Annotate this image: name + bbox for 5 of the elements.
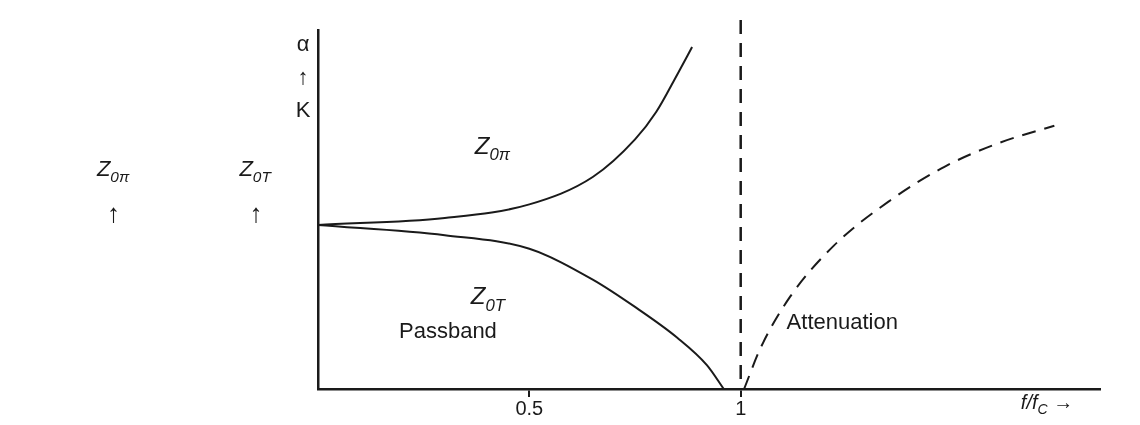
y-axis-title: α ↑ K — [295, 31, 311, 123]
x-tick-label: 0.5 — [515, 396, 544, 419]
x-tick-label: 1 — [735, 396, 747, 419]
annotation: Attenuation — [786, 309, 898, 335]
annotation: Passband — [399, 317, 497, 343]
